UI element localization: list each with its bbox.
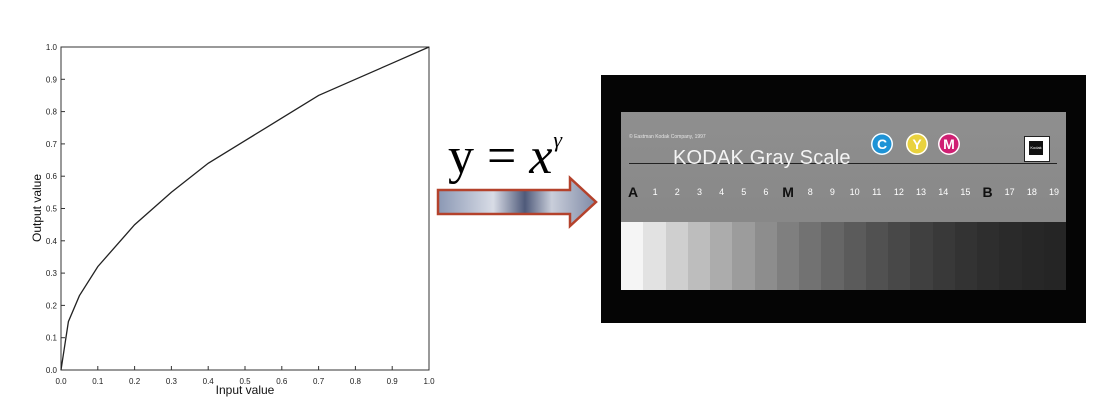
y-tick-label: 0.5 [46,205,58,214]
x-tick-label: 0.8 [350,377,362,386]
step-label: B [982,184,993,200]
card-title: KODAK Gray Scale [673,147,851,169]
gray-patch [843,222,866,290]
step-label: 13 [916,187,927,197]
y-tick-label: 1.0 [46,43,58,52]
magenta-circle: M [938,133,960,155]
gamma-curve-line [60,46,430,371]
gray-patch [665,222,688,290]
gray-patch [710,222,733,290]
copyright-text: © Eastman Kodak Company, 1997 [629,134,706,140]
gray-patch [1043,222,1066,290]
x-tick-label: 0.3 [166,377,178,386]
title-underline [629,163,1057,164]
gamma-curve-chart: 0.0 0.1 0.2 0.3 0.4 0.5 0.6 0.7 0.8 0.9 1.0 0.0 0.1… [30,43,435,397]
plot-frame [60,46,430,371]
gray-patch [687,222,710,290]
gray-patch [999,222,1022,290]
equation-variable: x [529,128,553,185]
yellow-circle: Y [906,133,928,155]
gray-patch [865,222,888,290]
x-tick-label: 0.7 [313,377,325,386]
step-label: A [627,184,639,200]
right-arrow-icon [436,175,598,229]
step-label: 8 [807,187,813,197]
gamma-equation: y = xγ [448,110,598,185]
step-label: 10 [849,187,860,197]
step-label: 11 [872,187,882,197]
step-label: 12 [893,187,904,197]
gray-patch [799,222,822,290]
step-label: 19 [1048,187,1059,197]
x-tick-label: 1.0 [423,377,435,386]
gray-patch [932,222,955,290]
gray-patch [776,222,799,290]
x-tick-label: 0.0 [55,377,67,386]
gray-patch [1021,222,1044,290]
kodak-logo-mark: Kodak [1029,141,1043,155]
equation-lhs: y = [448,128,530,185]
gray-patches-row [621,222,1066,290]
step-label: 18 [1026,187,1037,197]
kodak-gray-scale-image: © Eastman Kodak Company, 1997 KODAK Gray… [601,75,1086,323]
x-tick-label: 0.2 [129,377,141,386]
y-tick-label: 0.1 [46,334,58,343]
gray-patch [621,222,644,290]
gray-patch [954,222,977,290]
step-label: 1 [652,187,658,197]
gray-scale-card: © Eastman Kodak Company, 1997 KODAK Gray… [621,112,1066,290]
gray-patch [754,222,777,290]
x-tick-label: 0.5 [239,377,251,386]
step-label: 5 [741,187,747,197]
x-axis-ticks: 0.0 0.1 0.2 0.3 0.4 0.5 0.6 0.7 0.8 0.9 1.0 [55,366,435,386]
x-axis-label: Input value [216,383,275,397]
gray-patch [977,222,1000,290]
step-label: M [782,184,794,200]
y-tick-label: 0.9 [46,75,58,84]
step-label: 15 [960,187,971,197]
gray-patch [732,222,755,290]
cyan-circle: C [871,133,893,155]
y-tick-label: 0.7 [46,140,58,149]
y-axis-ticks: 0.0 0.1 0.2 0.3 0.4 0.5 0.6 0.7 0.8 0.9 1.0 [46,43,65,375]
x-tick-label: 0.6 [276,377,288,386]
step-label: 3 [696,187,702,197]
step-labels-row: A 1 2 3 4 5 6 M 8 9 10 11 12 13 14 15 B 17 18 19 [621,184,1066,200]
step-label: 6 [763,187,769,197]
step-label: 9 [829,187,835,197]
step-label: 4 [719,187,725,197]
gray-patch [643,222,666,290]
step-label: 2 [674,187,680,197]
y-tick-label: 0.0 [46,366,58,375]
x-tick-label: 0.9 [387,377,399,386]
y-tick-label: 0.6 [46,172,58,181]
gray-patch [888,222,911,290]
step-label: 14 [938,187,949,197]
gray-patch [910,222,933,290]
x-tick-label: 0.4 [203,377,215,386]
y-tick-label: 0.2 [46,301,58,310]
equation-exponent: γ [553,127,563,152]
y-tick-label: 0.3 [46,269,58,278]
y-tick-label: 0.4 [46,237,58,246]
y-axis-label: Output value [30,174,44,242]
kodak-logo: Kodak [1024,136,1050,162]
y-tick-label: 0.8 [46,108,58,117]
gray-patch [821,222,844,290]
x-tick-label: 0.1 [92,377,104,386]
step-label: 17 [1004,187,1015,197]
